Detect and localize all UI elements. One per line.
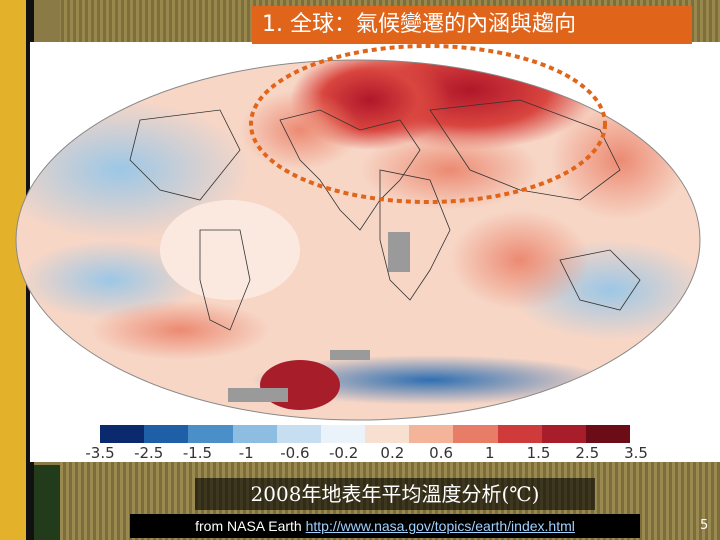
legend-swatch <box>232 425 277 443</box>
legend-swatch <box>365 425 410 443</box>
figure-caption: 2008年地表年平均溫度分析(℃) <box>195 478 595 510</box>
legend-tick-label: -1.5 <box>182 444 213 462</box>
page-number: 5 <box>700 518 709 533</box>
legend-tick-label: 3.5 <box>624 444 648 462</box>
green-stripe <box>34 465 60 540</box>
legend-swatch <box>276 425 321 443</box>
legend-swatch <box>320 425 366 443</box>
legend-tick-label: -0.2 <box>328 444 359 462</box>
page-title: 1. 全球：氣候變遷的內涵與趨向 <box>252 6 692 44</box>
legend-swatch <box>453 425 498 443</box>
legend-tick-label: 1 <box>485 444 495 462</box>
legend-tick-label: -3.5 <box>85 444 115 462</box>
legend-tick-label: -2.5 <box>134 444 164 462</box>
legend-swatch <box>409 425 454 443</box>
legend-tick-label: 0.2 <box>380 444 405 462</box>
legend-tick-label: -0.6 <box>280 444 310 462</box>
legend-tick-label: 0.6 <box>429 444 454 462</box>
legend-swatch <box>541 425 586 443</box>
legend-tick-label: 2.5 <box>575 444 600 462</box>
legend-ticks: -3.5 -2.5 -1.5 -1 -0.6 -0.2 0.2 0.6 1 1.5 2.5 3.5 <box>85 444 648 464</box>
legend-swatch <box>100 425 145 443</box>
legend-swatch <box>585 425 631 443</box>
legend-tick-label: 1.5 <box>526 444 551 462</box>
temperature-anomaly-map <box>15 44 701 421</box>
legend-swatch <box>497 425 542 443</box>
legend-tick-label: -1 <box>238 444 254 462</box>
legend-swatch <box>188 425 233 443</box>
source-link[interactable]: http://www.nasa.gov/topics/earth/index.h… <box>305 518 575 534</box>
globe-outline <box>15 59 701 421</box>
highlight-ellipse <box>249 44 607 204</box>
map-globe <box>16 60 700 420</box>
legend-colorbar <box>100 425 631 443</box>
source-prefix: from NASA Earth <box>195 518 306 534</box>
legend-swatch <box>144 425 189 443</box>
source-credit: from NASA Earth http://www.nasa.gov/topi… <box>130 514 640 538</box>
